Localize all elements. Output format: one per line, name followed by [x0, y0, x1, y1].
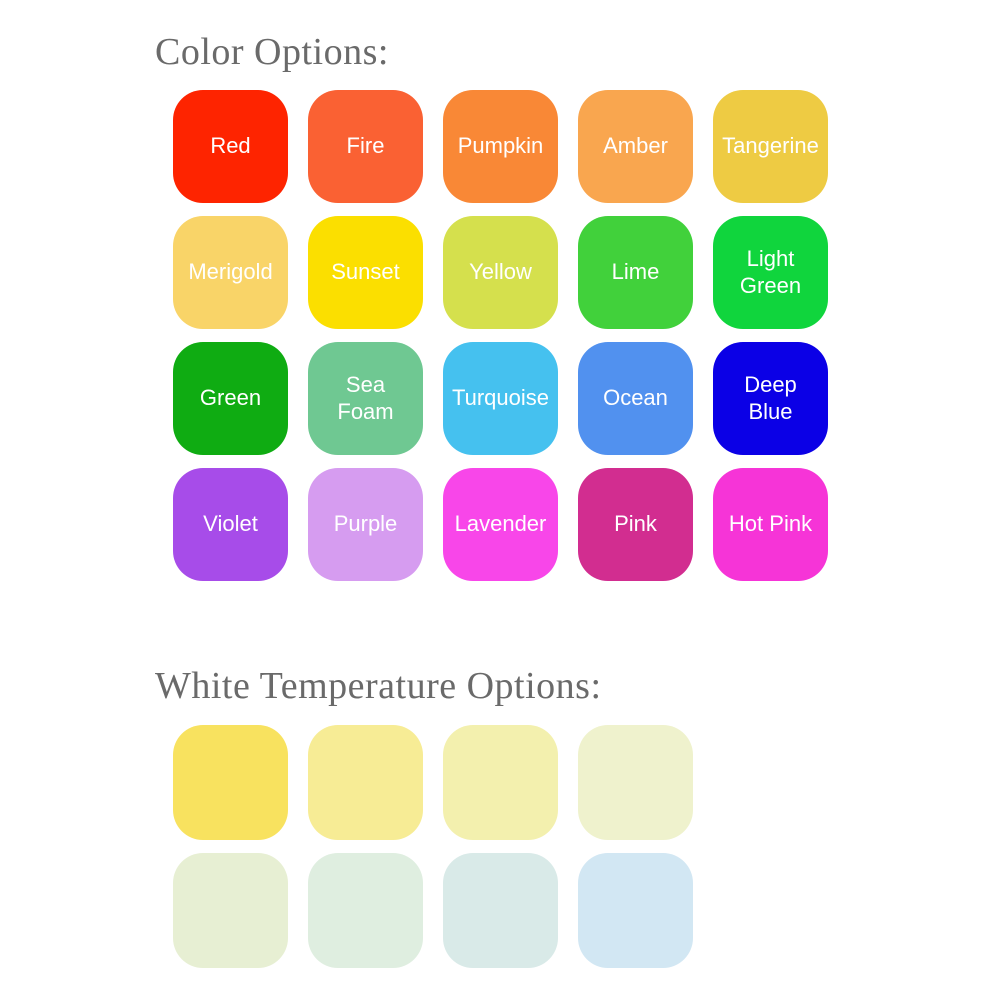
white-temperature-options-grid	[173, 725, 693, 968]
white-temperature-options-title: White Temperature Options:	[155, 665, 602, 707]
color-swatch-label: Ocean	[603, 385, 668, 411]
color-swatch-green[interactable]: Green	[173, 342, 288, 455]
color-swatch-ocean[interactable]: Ocean	[578, 342, 693, 455]
color-swatch-fire[interactable]: Fire	[308, 90, 423, 203]
color-options-title: Color Options:	[155, 31, 389, 73]
color-swatch-yellow[interactable]: Yellow	[443, 216, 558, 329]
color-swatch-light-green[interactable]: Light Green	[713, 216, 828, 329]
color-swatch-turquoise[interactable]: Turquoise	[443, 342, 558, 455]
color-swatch-label: Sunset	[331, 259, 400, 285]
white-temperature-swatch-6[interactable]	[308, 853, 423, 968]
color-swatch-lavender[interactable]: Lavender	[443, 468, 558, 581]
color-swatch-tangerine[interactable]: Tangerine	[713, 90, 828, 203]
color-swatch-pumpkin[interactable]: Pumpkin	[443, 90, 558, 203]
color-swatch-sea-foam[interactable]: Sea Foam	[308, 342, 423, 455]
color-swatch-label: Merigold	[188, 259, 273, 285]
color-swatch-label: Hot Pink	[728, 511, 813, 537]
color-swatch-label: Tangerine	[722, 133, 819, 159]
color-swatch-label: Lavender	[454, 511, 547, 537]
white-temperature-swatch-1[interactable]	[173, 725, 288, 840]
color-swatch-amber[interactable]: Amber	[578, 90, 693, 203]
color-swatch-label: Turquoise	[451, 385, 549, 411]
color-options-grid: Red Fire Pumpkin Amber Tangerine Merigol…	[173, 90, 828, 581]
color-swatch-label: Red	[210, 133, 251, 159]
color-swatch-label: Sea Foam	[337, 371, 394, 424]
white-temperature-swatch-3[interactable]	[443, 725, 558, 840]
color-swatch-red[interactable]: Red	[173, 90, 288, 203]
color-swatch-label: Pumpkin	[457, 133, 544, 159]
color-swatch-merigold[interactable]: Merigold	[173, 216, 288, 329]
color-swatch-label: Violet	[203, 511, 258, 537]
color-swatch-lime[interactable]: Lime	[578, 216, 693, 329]
white-temperature-swatch-2[interactable]	[308, 725, 423, 840]
color-swatch-deep-blue[interactable]: Deep Blue	[713, 342, 828, 455]
color-swatch-label: Pink	[614, 511, 657, 537]
color-swatch-sunset[interactable]: Sunset	[308, 216, 423, 329]
color-swatch-label: Purple	[333, 511, 398, 537]
color-swatch-hot-pink[interactable]: Hot Pink	[713, 468, 828, 581]
white-temperature-swatch-5[interactable]	[173, 853, 288, 968]
color-swatch-pink[interactable]: Pink	[578, 468, 693, 581]
color-swatch-label: Green	[199, 385, 262, 411]
color-swatch-violet[interactable]: Violet	[173, 468, 288, 581]
color-swatch-purple[interactable]: Purple	[308, 468, 423, 581]
color-swatch-label: Fire	[346, 133, 385, 159]
white-temperature-swatch-4[interactable]	[578, 725, 693, 840]
color-swatch-label: Deep Blue	[744, 371, 797, 424]
white-temperature-swatch-7[interactable]	[443, 853, 558, 968]
color-swatch-label: Yellow	[469, 259, 532, 285]
color-swatch-label: Lime	[611, 259, 660, 285]
color-swatch-label: Amber	[603, 133, 668, 159]
color-swatch-label: Light Green	[739, 245, 802, 298]
white-temperature-swatch-8[interactable]	[578, 853, 693, 968]
